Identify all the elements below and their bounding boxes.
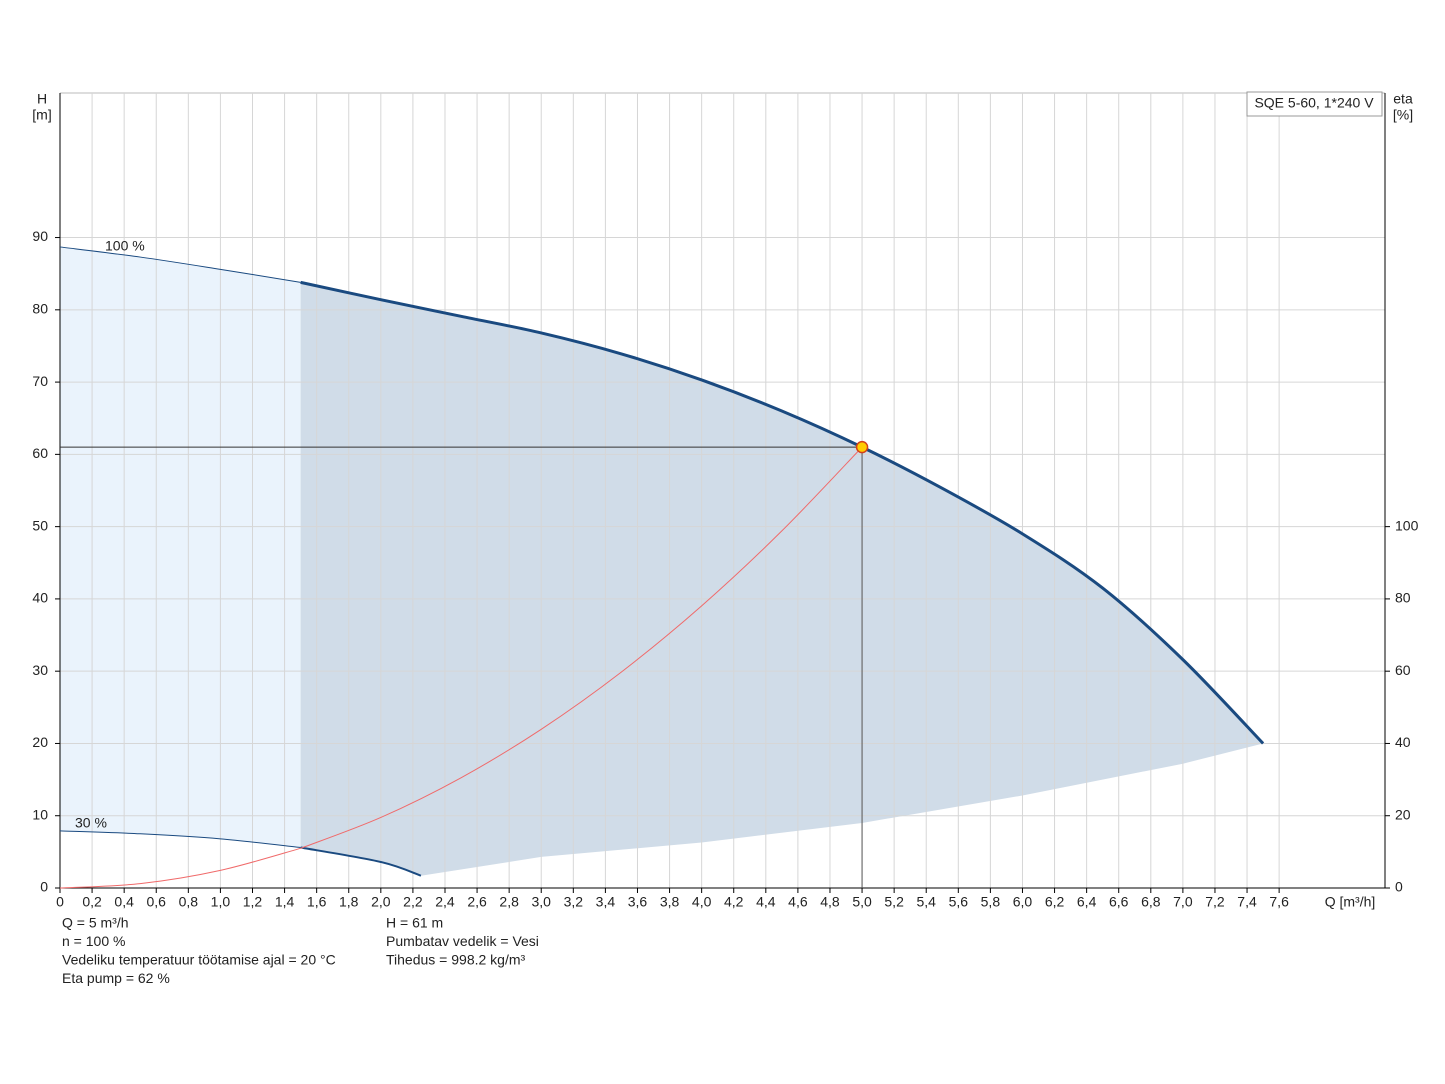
x-tick-label: 2,6 — [467, 894, 487, 910]
series-label: 100 % — [105, 238, 145, 254]
x-tick-label: 6,4 — [1077, 894, 1097, 910]
note: H = 61 m — [386, 915, 443, 931]
y2-axis-label: eta — [1393, 91, 1413, 107]
x-tick-label: 6,8 — [1141, 894, 1161, 910]
x-tick-label: 0 — [56, 894, 64, 910]
x-axis-label: Q [m³/h] — [1325, 894, 1376, 910]
series-line — [59, 847, 301, 889]
x-tick-label: 4,0 — [692, 894, 712, 910]
y2-tick-label: 20 — [1395, 806, 1411, 822]
x-tick-label: 1,8 — [339, 894, 359, 910]
title-box — [1246, 91, 1383, 117]
y-tick-label: 50 — [32, 517, 48, 533]
note: Vedeliku temperatuur töötamise ajal = 20… — [62, 952, 336, 968]
x-tick-label: 7,0 — [1173, 894, 1193, 910]
x-tick-label: 5,4 — [916, 894, 936, 910]
note: Pumbatav vedelik = Vesi — [386, 933, 539, 949]
x-tick-label: 5,6 — [949, 894, 969, 910]
series-line — [300, 846, 422, 877]
series-line — [300, 280, 1265, 745]
y-axis-label: H — [37, 91, 47, 107]
x-tick-label: 2,0 — [371, 894, 391, 910]
y-tick-label: 10 — [32, 806, 48, 822]
labels: 0 0,2 0,4 0,6 0,8 1,0 1,2 1,4 1,6 1,8 2,0 2,2 2,4 2,6… — [32, 228, 1418, 986]
note: Eta pump = 62 % — [62, 970, 170, 986]
series-line — [59, 246, 301, 283]
x-tick-label: 4,4 — [756, 894, 776, 910]
fills — [60, 246, 1264, 876]
x-tick-label: 2,2 — [403, 894, 423, 910]
x-tick-label: 6,2 — [1045, 894, 1065, 910]
area-light — [60, 246, 301, 848]
x-tick-label: 1,0 — [211, 894, 231, 910]
grid — [55, 92, 1390, 893]
x-tick-label: 3,4 — [596, 894, 616, 910]
y-axis-label: [m] — [32, 107, 51, 123]
x-tick-label: 0,6 — [147, 894, 167, 910]
x-tick-label: 0,8 — [179, 894, 199, 910]
chart-title: SQE 5-60, 1*240 V — [1254, 95, 1374, 111]
note: n = 100 % — [62, 933, 125, 949]
x-tick-label: 2,4 — [435, 894, 455, 910]
x-tick-label: 6,0 — [1013, 894, 1033, 910]
x-tick-label: 5,2 — [884, 894, 904, 910]
x-tick-label: 3,0 — [532, 894, 552, 910]
y2-tick-label: 80 — [1395, 590, 1411, 606]
x-tick-label: 3,8 — [660, 894, 680, 910]
x-tick-label: 4,6 — [788, 894, 808, 910]
y-tick-label: 90 — [32, 228, 48, 244]
y-tick-label: 70 — [32, 373, 48, 389]
x-tick-label: 1,6 — [307, 894, 327, 910]
y2-tick-label: 40 — [1395, 734, 1411, 750]
x-tick-label: 1,2 — [243, 894, 263, 910]
note: Tihedus = 998.2 kg/m³ — [386, 952, 526, 968]
x-tick-label: 7,2 — [1205, 894, 1225, 910]
series-line — [59, 830, 301, 849]
y-tick-label: 0 — [40, 879, 48, 895]
y-tick-label: 40 — [32, 590, 48, 606]
x-tick-label: 5,0 — [852, 894, 872, 910]
x-tick-label: 7,6 — [1269, 894, 1289, 910]
y2-tick-label: 60 — [1395, 662, 1411, 678]
x-tick-label: 2,8 — [499, 894, 519, 910]
x-tick-label: 3,2 — [564, 894, 584, 910]
y2-axis-label: [%] — [1393, 107, 1413, 123]
x-tick-label: 0,2 — [82, 894, 102, 910]
y-tick-label: 80 — [32, 301, 48, 317]
lines — [59, 93, 1386, 889]
x-tick-label: 1,4 — [275, 894, 295, 910]
duty-point — [855, 440, 869, 454]
y-tick-label: 60 — [32, 445, 48, 461]
y2-tick-label: 100 — [1395, 517, 1419, 533]
x-tick-label: 7,4 — [1237, 894, 1257, 910]
series-line — [300, 446, 863, 849]
y2-tick-label: 0 — [1395, 879, 1403, 895]
x-tick-label: 6,6 — [1109, 894, 1129, 910]
x-tick-label: 4,8 — [820, 894, 840, 910]
note: Q = 5 m³/h — [62, 915, 129, 931]
x-tick-label: 4,2 — [724, 894, 744, 910]
y-tick-label: 20 — [32, 734, 48, 750]
x-tick-label: 5,8 — [981, 894, 1001, 910]
y-tick-label: 30 — [32, 662, 48, 678]
x-tick-label: 0,4 — [114, 894, 134, 910]
x-tick-label: 3,6 — [628, 894, 648, 910]
series-label: 30 % — [75, 815, 107, 831]
